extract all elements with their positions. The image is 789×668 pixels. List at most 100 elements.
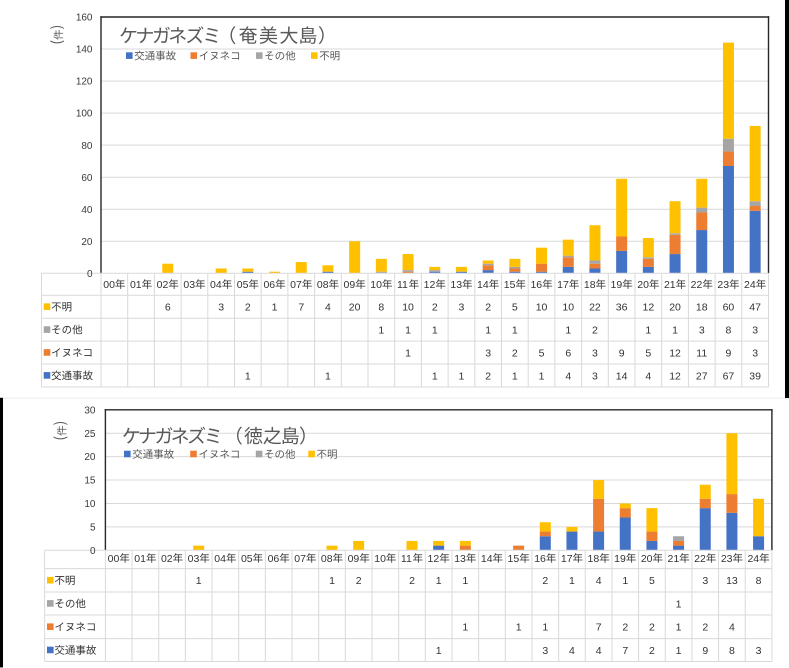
svg-text:2: 2 (485, 302, 491, 314)
svg-text:1: 1 (569, 575, 575, 587)
svg-text:20: 20 (84, 452, 96, 463)
svg-text:60: 60 (723, 302, 735, 314)
svg-text:3: 3 (752, 324, 758, 336)
svg-text:16: 16 (534, 553, 546, 565)
svg-text:8: 8 (756, 575, 762, 587)
svg-text:02: 02 (157, 279, 169, 291)
svg-text:1: 1 (329, 575, 335, 587)
svg-text:04: 04 (210, 279, 222, 291)
svg-text:15: 15 (504, 279, 516, 291)
svg-text:3: 3 (485, 347, 491, 359)
svg-text:1: 1 (645, 324, 651, 336)
svg-text:2: 2 (245, 302, 251, 314)
svg-text:06: 06 (263, 279, 275, 291)
svg-text:18: 18 (696, 302, 708, 314)
svg-text:8: 8 (378, 302, 384, 314)
svg-text:2: 2 (485, 370, 491, 382)
svg-text:2: 2 (356, 575, 362, 587)
svg-text:4: 4 (729, 622, 735, 634)
svg-text:2: 2 (432, 302, 438, 314)
svg-text:1: 1 (516, 622, 522, 634)
svg-text:8: 8 (726, 324, 732, 336)
svg-text:1: 1 (512, 324, 518, 336)
svg-text:39: 39 (749, 370, 761, 382)
svg-text:7: 7 (298, 302, 304, 314)
svg-text:2: 2 (649, 645, 655, 657)
svg-text:13: 13 (450, 279, 462, 291)
svg-text:14: 14 (481, 553, 493, 565)
svg-text:1: 1 (436, 575, 442, 587)
svg-text:1: 1 (676, 598, 682, 610)
svg-text:18: 18 (584, 279, 596, 291)
svg-text:0: 0 (87, 269, 93, 280)
svg-text:5: 5 (649, 575, 655, 587)
svg-text:9: 9 (702, 645, 708, 657)
svg-text:9: 9 (726, 347, 732, 359)
svg-text:1: 1 (432, 324, 438, 336)
svg-text:03: 03 (183, 279, 195, 291)
svg-text:4: 4 (325, 302, 331, 314)
svg-text:2: 2 (409, 575, 415, 587)
svg-text:1: 1 (378, 324, 384, 336)
svg-text:60: 60 (81, 173, 93, 184)
svg-text:21: 21 (668, 553, 680, 565)
svg-text:08: 08 (317, 279, 329, 291)
svg-text:01: 01 (130, 279, 142, 291)
svg-text:10: 10 (374, 553, 386, 565)
svg-text:7: 7 (622, 645, 628, 657)
svg-text:25: 25 (84, 429, 96, 440)
svg-text:6: 6 (165, 302, 171, 314)
svg-text:5: 5 (539, 347, 545, 359)
svg-text:06: 06 (268, 553, 280, 565)
svg-text:140: 140 (76, 45, 93, 56)
svg-text:07: 07 (294, 553, 306, 565)
svg-text:02: 02 (161, 553, 173, 565)
svg-text:1: 1 (272, 302, 278, 314)
svg-text:2: 2 (592, 324, 598, 336)
svg-text:1: 1 (565, 324, 571, 336)
svg-text:2: 2 (542, 575, 548, 587)
svg-text:03: 03 (188, 553, 200, 565)
svg-text:1: 1 (485, 324, 491, 336)
svg-text:120: 120 (76, 77, 93, 88)
svg-text:20: 20 (81, 237, 93, 248)
svg-text:3: 3 (542, 645, 548, 657)
svg-text:14: 14 (616, 370, 628, 382)
svg-text:4: 4 (596, 645, 602, 657)
svg-text:3: 3 (459, 302, 465, 314)
svg-text:08: 08 (321, 553, 333, 565)
svg-text:10: 10 (370, 279, 382, 291)
svg-text:12: 12 (643, 302, 655, 314)
svg-text:23: 23 (721, 553, 733, 565)
svg-text:20: 20 (669, 302, 681, 314)
svg-text:4: 4 (569, 645, 575, 657)
svg-text:5: 5 (90, 522, 96, 533)
svg-text:22: 22 (691, 279, 703, 291)
svg-text:24: 24 (744, 279, 756, 291)
svg-text:5: 5 (645, 347, 651, 359)
svg-text:17: 17 (561, 553, 573, 565)
svg-text:4: 4 (565, 370, 571, 382)
svg-text:11: 11 (696, 347, 707, 359)
svg-text:10: 10 (536, 302, 548, 314)
svg-text:3: 3 (752, 347, 758, 359)
svg-text:17: 17 (557, 279, 569, 291)
svg-text:00: 00 (108, 553, 120, 565)
svg-text:19: 19 (614, 553, 626, 565)
svg-text:47: 47 (749, 302, 761, 314)
svg-text:1: 1 (459, 370, 465, 382)
svg-text:05: 05 (241, 553, 253, 565)
svg-text:1: 1 (539, 370, 545, 382)
svg-text:12: 12 (428, 553, 440, 565)
svg-text:05: 05 (237, 279, 249, 291)
svg-text:13: 13 (454, 553, 466, 565)
svg-text:1: 1 (196, 575, 202, 587)
svg-text:16: 16 (530, 279, 542, 291)
svg-text:10: 10 (84, 499, 96, 510)
svg-text:1: 1 (462, 622, 468, 634)
svg-text:27: 27 (696, 370, 708, 382)
svg-text:11: 11 (397, 279, 408, 291)
svg-text:30: 30 (84, 405, 96, 416)
svg-text:2: 2 (622, 622, 628, 634)
svg-text:8: 8 (729, 645, 735, 657)
